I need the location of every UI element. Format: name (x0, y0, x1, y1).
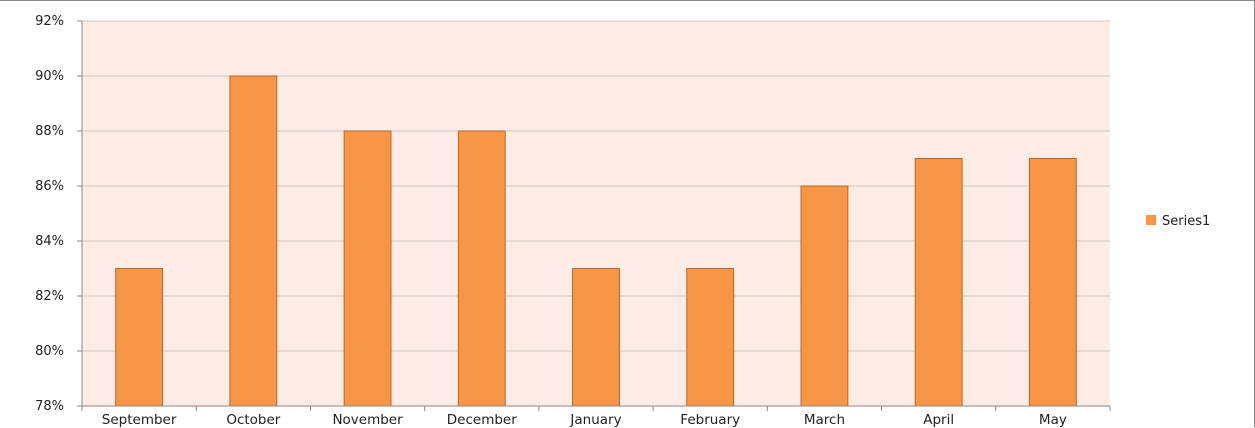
bar-september (115, 268, 164, 407)
x-category-label: January (569, 412, 621, 428)
legend-swatch (1146, 215, 1156, 225)
y-tick-label: 82% (35, 289, 64, 304)
x-category-label: April (923, 412, 954, 428)
bar-february (686, 268, 735, 407)
x-axis-categories: September October November December January F… (81, 406, 1111, 428)
y-tick-label: 84% (35, 234, 64, 249)
bar-may (1028, 158, 1077, 407)
x-category-label: October (226, 412, 280, 428)
y-tick-label: 86% (35, 179, 64, 194)
legend: Series1 (1146, 214, 1210, 229)
bar-october (229, 75, 278, 407)
x-category-label: February (680, 412, 740, 428)
bar-december (457, 130, 506, 407)
bar-november (343, 130, 392, 407)
y-tick-label: 90% (35, 69, 64, 84)
x-category-label: December (447, 412, 517, 428)
bar-april (914, 158, 963, 407)
y-tick-label: 92% (35, 14, 64, 29)
x-category-label: September (102, 412, 177, 428)
x-category-label: May (1039, 412, 1067, 428)
y-tick-label: 78% (35, 399, 64, 414)
bar-march (800, 185, 849, 407)
y-tick-label: 80% (35, 344, 64, 359)
x-category-label: March (804, 412, 845, 428)
y-tick-label: 88% (35, 124, 64, 139)
axes (81, 21, 1110, 407)
bar-january (572, 268, 620, 407)
x-category-label: November (332, 412, 403, 428)
legend-label: Series1 (1162, 214, 1210, 229)
y-axis-ticks: 78% 80% 82% 84% 86% 88% 90% 92% (35, 14, 82, 414)
